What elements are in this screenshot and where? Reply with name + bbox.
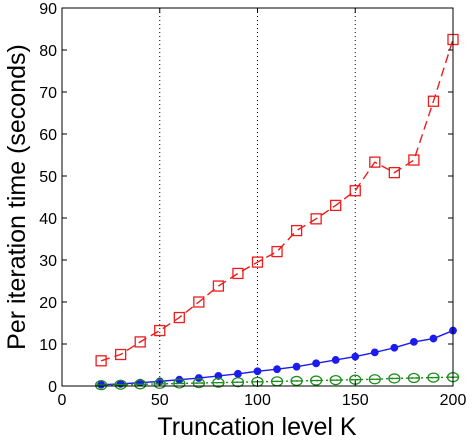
y-tick-label: 0: [48, 379, 57, 396]
data-point: [271, 245, 283, 258]
y-tick-label: 30: [39, 253, 57, 270]
data-point: [251, 256, 264, 268]
y-tick-label: 80: [39, 43, 57, 60]
data-point: [154, 324, 166, 337]
data-point: [231, 377, 245, 388]
data-point: [388, 373, 401, 384]
y-tick-label: 50: [39, 169, 57, 186]
data-point: [134, 336, 146, 348]
data-point: [115, 348, 127, 361]
x-tick-label: 150: [342, 392, 369, 409]
data-point: [351, 352, 360, 361]
data-point: [232, 267, 244, 280]
series-2: [94, 372, 460, 391]
series-line-0: [100, 39, 454, 362]
data-point: [427, 95, 440, 107]
y-tick-label: 70: [39, 85, 57, 102]
data-point: [173, 378, 186, 389]
data-point: [212, 377, 225, 388]
data-point: [134, 379, 147, 390]
data-point: [193, 296, 205, 308]
data-point: [94, 380, 108, 391]
data-point: [173, 311, 185, 324]
data-point: [290, 375, 303, 387]
data-point: [292, 362, 301, 371]
data-point: [290, 224, 303, 237]
data-point: [253, 367, 262, 376]
plot-background: [62, 8, 453, 386]
data-point: [114, 379, 127, 390]
data-point: [273, 365, 281, 374]
data-point: [349, 185, 361, 197]
data-point: [234, 369, 242, 378]
x-tick-label: 100: [244, 392, 271, 409]
data-point: [390, 343, 399, 352]
data-point: [369, 156, 381, 168]
x-tick-label: 0: [58, 392, 67, 409]
y-tick-label: 90: [39, 1, 57, 18]
data-point: [95, 355, 107, 367]
y-tick-label: 40: [39, 211, 57, 228]
data-point: [330, 199, 342, 212]
data-point: [331, 356, 340, 364]
data-point: [407, 372, 421, 384]
data-point: [408, 154, 420, 166]
ticks: 0 50 100 150 200 0 10 20 30 40 50 60 70 80 90: [39, 1, 466, 409]
x-axis-title: Truncation level K: [157, 413, 356, 441]
data-point: [214, 372, 223, 380]
data-point: [192, 377, 206, 389]
data-point: [427, 372, 440, 383]
y-tick-label: 20: [39, 295, 57, 312]
y-axis-title: Per iteration time (seconds): [3, 44, 31, 350]
data-point: [312, 359, 321, 368]
y-tick-label: 60: [39, 127, 57, 144]
data-point: [310, 213, 322, 225]
series-0: [95, 33, 459, 367]
data-point: [212, 280, 225, 292]
data-point: [388, 166, 401, 179]
x-tick-label: 200: [440, 392, 467, 409]
data-point: [329, 374, 342, 386]
x-tick-label: 50: [151, 392, 169, 409]
data-point: [309, 375, 323, 386]
data-point: [410, 338, 418, 346]
data-point: [370, 348, 379, 357]
data-point: [429, 334, 438, 343]
y-tick-label: 10: [39, 337, 57, 354]
data-point: [368, 374, 381, 385]
